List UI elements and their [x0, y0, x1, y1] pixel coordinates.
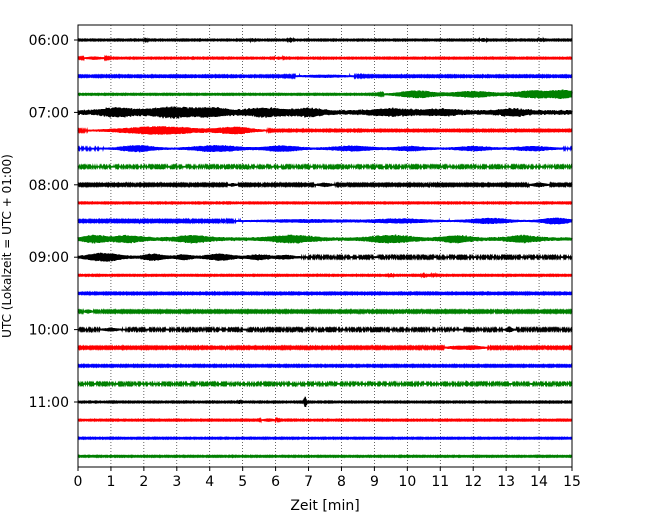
trace-0845 [77, 234, 573, 244]
trace-0615 [77, 54, 573, 62]
y-tick-label-09:00: 09:00 [29, 250, 69, 266]
y-tick-label-07:00: 07:00 [29, 105, 69, 121]
plot-background [78, 25, 572, 467]
trace-0915 [77, 271, 573, 279]
x-axis-title: Zeit [min] [290, 498, 359, 514]
x-tick-label-2: 2 [139, 474, 148, 490]
x-tick-label-14: 14 [530, 474, 548, 490]
x-tick-label-1: 1 [106, 474, 115, 490]
x-axis-ticks: 0 1 2 3 4 5 6 7 8 9 10 11 12 13 14 15 [74, 467, 581, 490]
trace-0800 [77, 181, 573, 189]
trace-0745 [77, 163, 573, 171]
trace-0730 [77, 144, 573, 153]
trace-1000 [77, 325, 573, 334]
trace-1015 [77, 344, 573, 352]
x-tick-label-11: 11 [431, 474, 449, 490]
seismogram-traces [77, 36, 573, 459]
x-tick-label-15: 15 [563, 474, 581, 490]
y-axis-ticks: 06:00 07:00 08:00 09:00 10:00 11:00 [29, 33, 78, 411]
trace-0900 [77, 252, 573, 262]
y-tick-label-11:00: 11:00 [29, 395, 69, 411]
x-tick-label-12: 12 [464, 474, 482, 490]
y-tick-label-06:00: 06:00 [29, 33, 69, 49]
x-tick-label-3: 3 [172, 474, 181, 490]
trace-0715 [77, 126, 573, 135]
x-tick-label-9: 9 [370, 474, 379, 490]
trace-1115 [77, 416, 573, 424]
trace-1145 [77, 453, 573, 459]
x-tick-label-8: 8 [337, 474, 346, 490]
x-tick-label-10: 10 [398, 474, 416, 490]
plot-frame [77, 24, 573, 468]
trace-0645 [77, 89, 573, 100]
trace-0630 [77, 72, 573, 80]
x-tick-label-4: 4 [205, 474, 214, 490]
trace-1130 [77, 435, 573, 441]
x-tick-label-6: 6 [271, 474, 280, 490]
trace-0815 [77, 200, 573, 206]
trace-1100 [77, 396, 573, 408]
x-tick-label-0: 0 [74, 474, 83, 490]
trace-0930 [77, 290, 573, 297]
x-tick-label-13: 13 [497, 474, 515, 490]
trace-0700 [77, 106, 573, 119]
trace-0600 [77, 36, 573, 44]
y-tick-label-08:00: 08:00 [29, 178, 69, 194]
trace-1030 [77, 362, 573, 369]
y-tick-label-10:00: 10:00 [29, 323, 69, 339]
x-tick-label-5: 5 [238, 474, 247, 490]
x-tick-label-7: 7 [304, 474, 313, 490]
trace-0945 [77, 307, 573, 316]
trace-1045 [77, 380, 573, 388]
trace-0830 [77, 217, 573, 225]
y-axis-title: UTC (Lokalzeit = UTC + 01:00) [0, 154, 14, 338]
